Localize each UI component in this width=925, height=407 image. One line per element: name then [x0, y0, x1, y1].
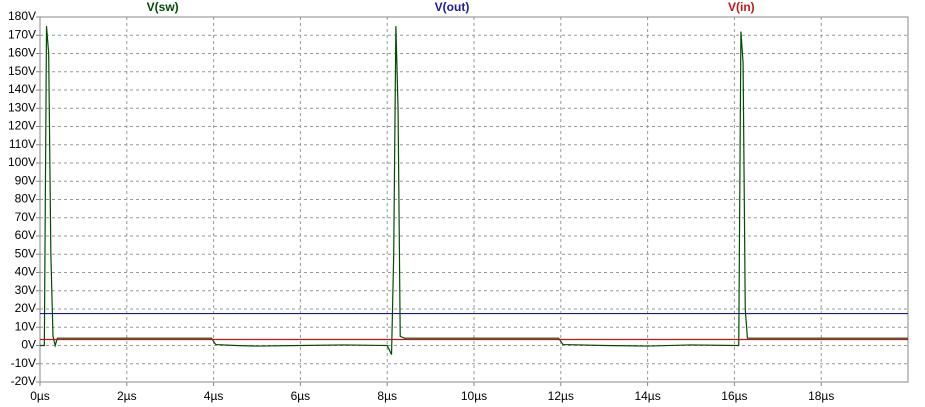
y-tick-label: 140V [8, 82, 36, 96]
y-tick-label: 60V [15, 228, 36, 242]
x-tick-label: 0µs [30, 389, 50, 403]
y-tick-label: 110V [9, 137, 36, 151]
y-tick-label: 0V [21, 338, 36, 352]
y-tick-label: 50V [15, 246, 36, 260]
y-tick-label: 130V [8, 100, 36, 114]
x-tick-label: 10µs [461, 389, 487, 403]
y-tick-label: 40V [15, 265, 36, 279]
y-tick-label: 80V [15, 192, 36, 206]
y-tick-label: 170V [8, 27, 36, 41]
x-tick-label: 12µs [548, 389, 574, 403]
x-tick-label: 2µs [117, 389, 137, 403]
y-tick-label: 20V [15, 301, 36, 315]
x-tick-label: 14µs [634, 389, 660, 403]
y-tick-label: 90V [15, 173, 36, 187]
x-tick-label: 16µs [721, 389, 747, 403]
x-tick-label: 4µs [204, 389, 224, 403]
legend-entry: V(out) [435, 0, 470, 14]
y-tick-label: 160V [8, 46, 36, 60]
y-tick-label: 70V [15, 210, 36, 224]
x-tick-label: 18µs [808, 389, 834, 403]
y-tick-label: 180V [8, 9, 36, 23]
y-tick-label: -10V [11, 356, 36, 370]
y-tick-label: -20V [11, 374, 36, 388]
y-tick-label: 120V [8, 119, 36, 133]
y-tick-label: 30V [15, 283, 36, 297]
y-tick-label: 150V [8, 64, 36, 78]
plot-frame [39, 16, 909, 383]
legend-entry: V(in) [728, 0, 755, 14]
y-tick-label: 100V [8, 155, 36, 169]
x-tick-label: 8µs [377, 389, 397, 403]
legend-entry: V(sw) [147, 0, 179, 14]
x-tick-label: 6µs [291, 389, 311, 403]
y-tick-label: 10V [15, 319, 36, 333]
